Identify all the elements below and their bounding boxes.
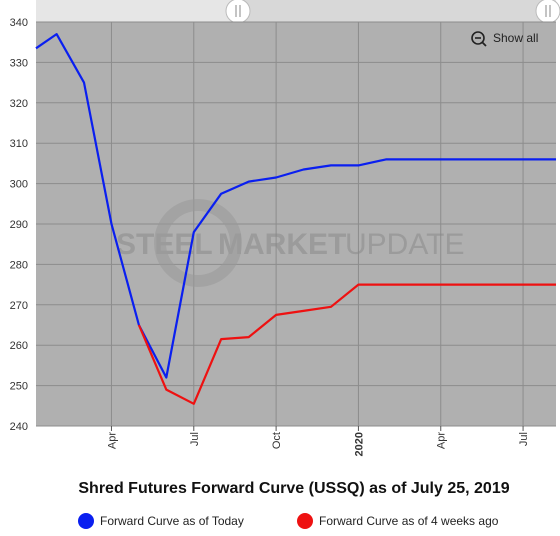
navigator-left-handle[interactable]	[225, 0, 251, 24]
y-tick-label: 280	[10, 259, 28, 271]
legend: Forward Curve as of Today Forward Curve …	[78, 513, 499, 529]
y-tick-label: 260	[10, 340, 28, 352]
x-tick-label: Jul	[189, 432, 201, 446]
series-line-4-weeks[interactable]	[137, 283, 556, 405]
series-layer	[35, 33, 556, 405]
legend-label-4-weeks[interactable]: Forward Curve as of 4 weeks ago	[319, 514, 499, 528]
navigator-right-handle[interactable]	[535, 0, 560, 24]
watermark-text-b: MARKET	[218, 228, 346, 261]
legend-marker-4-weeks[interactable]	[297, 513, 313, 529]
watermark-text-a: STEEL	[116, 228, 213, 261]
legend-label-today[interactable]: Forward Curve as of Today	[100, 514, 244, 528]
y-tick-label: 240	[10, 421, 28, 433]
grid-lines	[36, 21, 556, 427]
y-tick-label: 250	[10, 381, 28, 393]
zoom-out-icon[interactable]	[471, 31, 487, 47]
legend-item-4-weeks[interactable]: Forward Curve as of 4 weeks ago	[297, 513, 499, 529]
y-tick-label: 310	[10, 138, 28, 150]
y-tick-label: 270	[10, 300, 28, 312]
x-tick-label: 2020	[353, 432, 365, 456]
watermark: STEEL MARKET UPDATE	[116, 199, 464, 287]
chart-title: Shred Futures Forward Curve (USSQ) as of…	[78, 480, 509, 497]
y-axis: 240 250 260 270 280 290 300 310 320 330 340	[10, 17, 28, 433]
x-tick-label: Oct	[271, 432, 283, 449]
x-tick-label: Jul	[518, 432, 530, 446]
y-tick-label: 290	[10, 219, 28, 231]
series-line-today[interactable]	[35, 33, 556, 379]
legend-item-today[interactable]: Forward Curve as of Today	[78, 513, 244, 529]
x-axis: Apr Jul Oct 2020 Apr Jul	[106, 426, 530, 456]
navigator-selected-range[interactable]	[238, 0, 548, 22]
x-tick-label: Apr	[436, 432, 448, 449]
y-tick-label: 340	[10, 17, 28, 29]
show-all-label[interactable]: Show all	[493, 31, 538, 45]
range-navigator[interactable]	[36, 0, 560, 24]
x-tick-label: Apr	[106, 432, 118, 449]
y-tick-label: 330	[10, 57, 28, 69]
y-tick-label: 300	[10, 179, 28, 191]
show-all-button[interactable]: Show all	[471, 31, 538, 47]
watermark-logo-swoosh	[154, 199, 242, 287]
y-tick-label: 320	[10, 98, 28, 110]
legend-marker-today[interactable]	[78, 513, 94, 529]
watermark-text-c: UPDATE	[345, 228, 464, 261]
